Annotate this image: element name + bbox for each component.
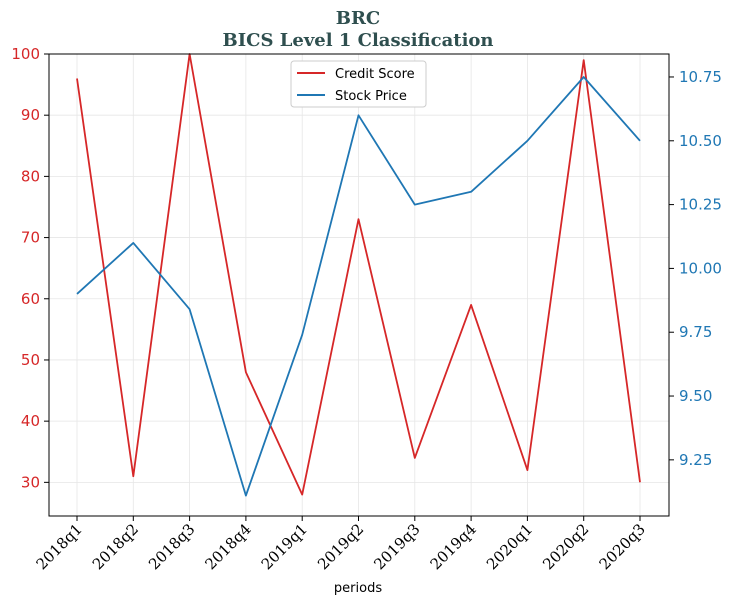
left-tick-label: 70 bbox=[21, 229, 40, 247]
x-tick-label: 2020q2 bbox=[539, 520, 592, 573]
x-tick-label: 2020q1 bbox=[483, 520, 536, 573]
x-tick-label: 2019q3 bbox=[370, 520, 423, 573]
x-tick-label: 2019q4 bbox=[427, 520, 480, 573]
left-tick-label: 90 bbox=[21, 106, 40, 124]
legend: Credit Score Stock Price bbox=[290, 60, 427, 108]
plot-frame bbox=[48, 53, 670, 517]
x-axis-label: periods bbox=[334, 581, 382, 596]
legend-entry: Credit Score bbox=[335, 67, 415, 82]
chart-subtitle: BICS Level 1 Classification bbox=[222, 30, 493, 51]
x-axis: 2018q1 2018q2 2018q3 2018q4 2019q1 2019q2 2019… bbox=[33, 516, 649, 573]
left-tick-label: 40 bbox=[21, 412, 40, 430]
right-axis: 9.25 9.50 9.75 10.00 10.25 10.50 10.75 bbox=[669, 68, 722, 469]
x-tick-label: 2019q1 bbox=[258, 520, 311, 573]
right-tick-label: 10.25 bbox=[679, 196, 722, 214]
right-tick-label: 9.75 bbox=[679, 323, 712, 341]
series-line-2 bbox=[76, 76, 641, 497]
x-tick-label: 2020q3 bbox=[596, 520, 649, 573]
right-tick-label: 9.50 bbox=[679, 387, 712, 405]
x-tick-label: 2018q1 bbox=[33, 520, 86, 573]
x-tick-label: 2019q2 bbox=[314, 520, 367, 573]
right-tick-label: 10.75 bbox=[679, 68, 722, 86]
left-axis: 30 40 50 60 70 80 90 100 bbox=[11, 45, 49, 491]
x-tick-label: 2018q4 bbox=[201, 520, 254, 573]
legend-entry: Stock Price bbox=[335, 89, 407, 104]
grid bbox=[49, 53, 669, 516]
series-layer bbox=[76, 53, 641, 497]
left-tick-label: 80 bbox=[21, 167, 40, 185]
left-tick-label: 50 bbox=[21, 351, 40, 369]
x-tick-label: 2018q3 bbox=[145, 520, 198, 573]
left-tick-label: 60 bbox=[21, 290, 40, 308]
series-line-1 bbox=[76, 53, 641, 496]
right-tick-label: 10.50 bbox=[679, 132, 722, 150]
right-tick-label: 10.00 bbox=[679, 259, 722, 277]
left-tick-label: 100 bbox=[11, 45, 40, 63]
x-tick-label: 2018q2 bbox=[89, 520, 142, 573]
chart-title: BRC bbox=[336, 8, 381, 29]
right-tick-label: 9.25 bbox=[679, 451, 712, 469]
left-tick-label: 30 bbox=[21, 473, 40, 491]
